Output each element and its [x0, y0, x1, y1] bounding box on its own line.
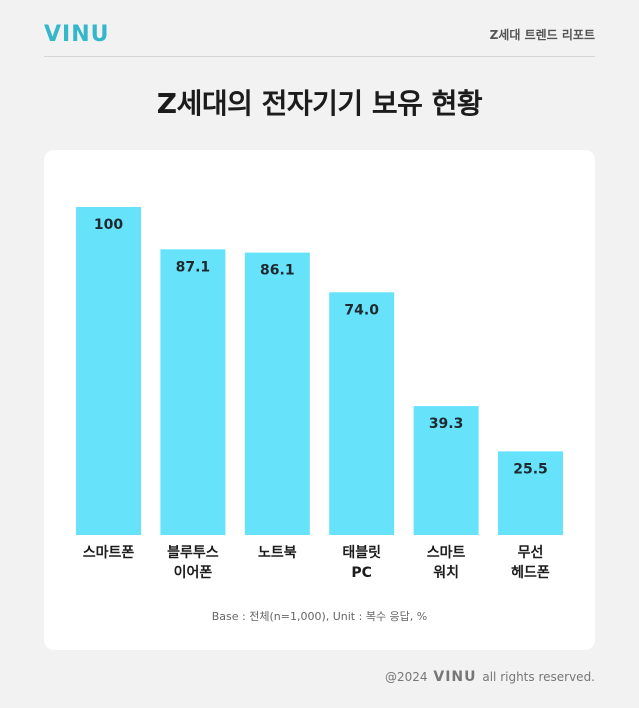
category-label: 무선 — [518, 545, 544, 561]
bar-0 — [76, 207, 141, 535]
category-label: 노트북 — [258, 545, 297, 561]
bar-value-label: 39.3 — [429, 416, 464, 432]
page-title: Z세대의 전자기기 보유 현황 — [156, 87, 483, 120]
bar-2 — [244, 252, 310, 535]
category-label: 이어폰 — [174, 564, 213, 581]
bar-value-label: 74.0 — [344, 302, 379, 318]
rights-text: all rights reserved. — [482, 670, 595, 684]
category-label: 스마트 — [427, 545, 466, 561]
bar-value-label: 100 — [94, 217, 123, 233]
bar-value-label: 86.1 — [260, 263, 295, 279]
category-label: PC — [351, 565, 372, 581]
footer: @2024 VINU all rights reserved. — [385, 669, 595, 685]
category-label: 태블릿 — [342, 544, 381, 561]
base-note: Base : 전체(n=1,000), Unit : 복수 응답, % — [211, 610, 428, 623]
copyright-year: @2024 — [385, 670, 428, 684]
category-label: 스마트폰 — [83, 545, 135, 561]
bar-3 — [329, 292, 395, 535]
header: VINU Z세대 트렌드 리포트 — [44, 20, 595, 57]
bar-value-label: 25.5 — [513, 461, 548, 477]
report-label: Z세대 트렌드 리포트 — [489, 28, 595, 42]
category-label: 헤드폰 — [511, 565, 550, 581]
footer-logo: VINU — [433, 669, 477, 685]
brand-logo: VINU — [44, 22, 110, 47]
category-label: 워치 — [433, 565, 459, 581]
bar-1 — [160, 249, 226, 535]
bar-value-label: 87.1 — [176, 259, 211, 275]
bar-4 — [413, 406, 479, 535]
category-label: 블루투스 — [167, 545, 219, 561]
bar-5 — [498, 451, 563, 535]
